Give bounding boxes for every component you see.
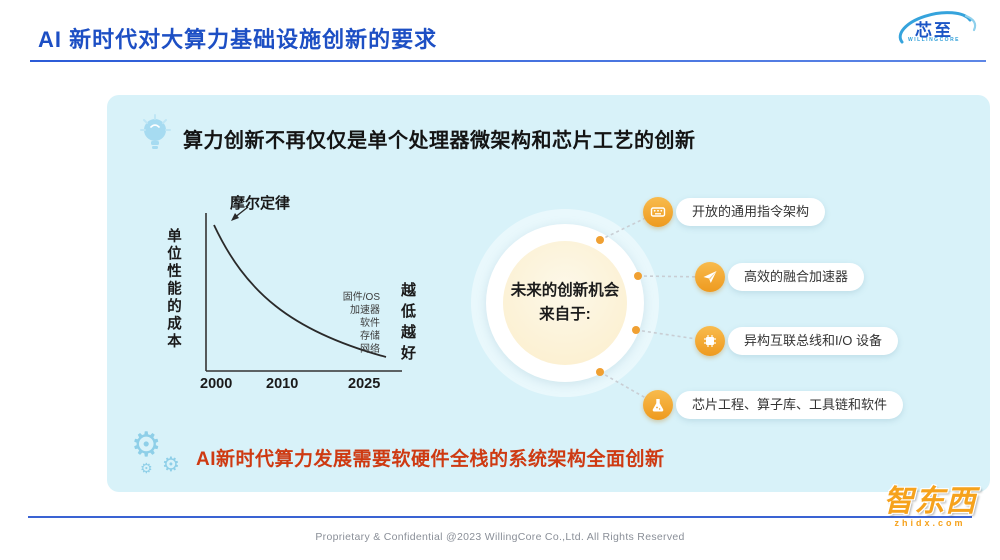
footer-divider [28,516,972,518]
keyboard-isa-icon [643,197,673,227]
center-circle: 未来的创新机会 来自于: [471,209,659,397]
moore-law-chart [205,206,402,372]
center-circle-core: 未来的创新机会 来自于: [503,241,627,365]
stack-label: 软件 [360,318,380,329]
stack-label: 网络 [360,344,380,355]
paper-plane-icon [695,262,725,292]
logo-name: 芯至 [915,21,953,40]
page-title: AI 新时代对大算力基础设施创新的要求 [38,27,438,52]
title-divider [30,60,986,62]
watermark: 智东西 zhidx.com [868,485,992,529]
conclusion-text: AI新时代算力发展需要软硬件全栈的系统架构全面创新 [196,449,665,470]
curve-stack-labels: 固件/OS 加速器 软件 存储 网络 [312,291,380,356]
panel-heading: 算力创新不再仅仅是单个处理器微架构和芯片工艺的创新 [183,130,696,152]
item-heterogeneous-io: 异构互联总线和I/O 设备 [728,327,898,355]
x-tick-2025: 2025 [348,376,381,392]
lower-is-better-note: 越低越好 [399,282,416,366]
watermark-subtext: zhidx.com [894,518,966,528]
gear-icon: ⚙ [162,454,180,476]
watermark-text: 智东西 [883,485,977,518]
item-open-isa: 开放的通用指令架构 [676,198,826,226]
center-circle-ring: 未来的创新机会 来自于: [486,224,644,382]
y-axis-label: 单位性能的成本 [165,228,181,351]
item-chip-engineering: 芯片工程、算子库、工具链和软件 [676,391,904,419]
logo-swoosh-icon [898,11,977,44]
chip-bus-icon [695,326,725,356]
gear-icon: ⚙ [131,426,162,464]
logo: 芯至 WILLINGCORE [876,4,992,58]
lightbulb-icon [136,114,176,163]
x-tick-2010: 2010 [266,376,299,392]
engineering-icon [643,390,673,420]
stack-label: 固件/OS [342,292,380,303]
center-text-line1: 未来的创新机会 [510,282,620,299]
center-text-line2: 来自于: [539,306,591,323]
stack-label: 加速器 [350,305,380,316]
logo-subtext: WILLINGCORE [907,37,961,43]
stack-label: 存储 [360,331,380,342]
moore-law-label: 摩尔定律 [230,195,291,212]
gear-icon: ⚙ [140,460,153,476]
footer-text: Proprietary & Confidential @2023 Willing… [315,531,685,543]
x-tick-2000: 2000 [200,376,233,392]
item-fusion-accelerator: 高效的融合加速器 [728,263,865,291]
